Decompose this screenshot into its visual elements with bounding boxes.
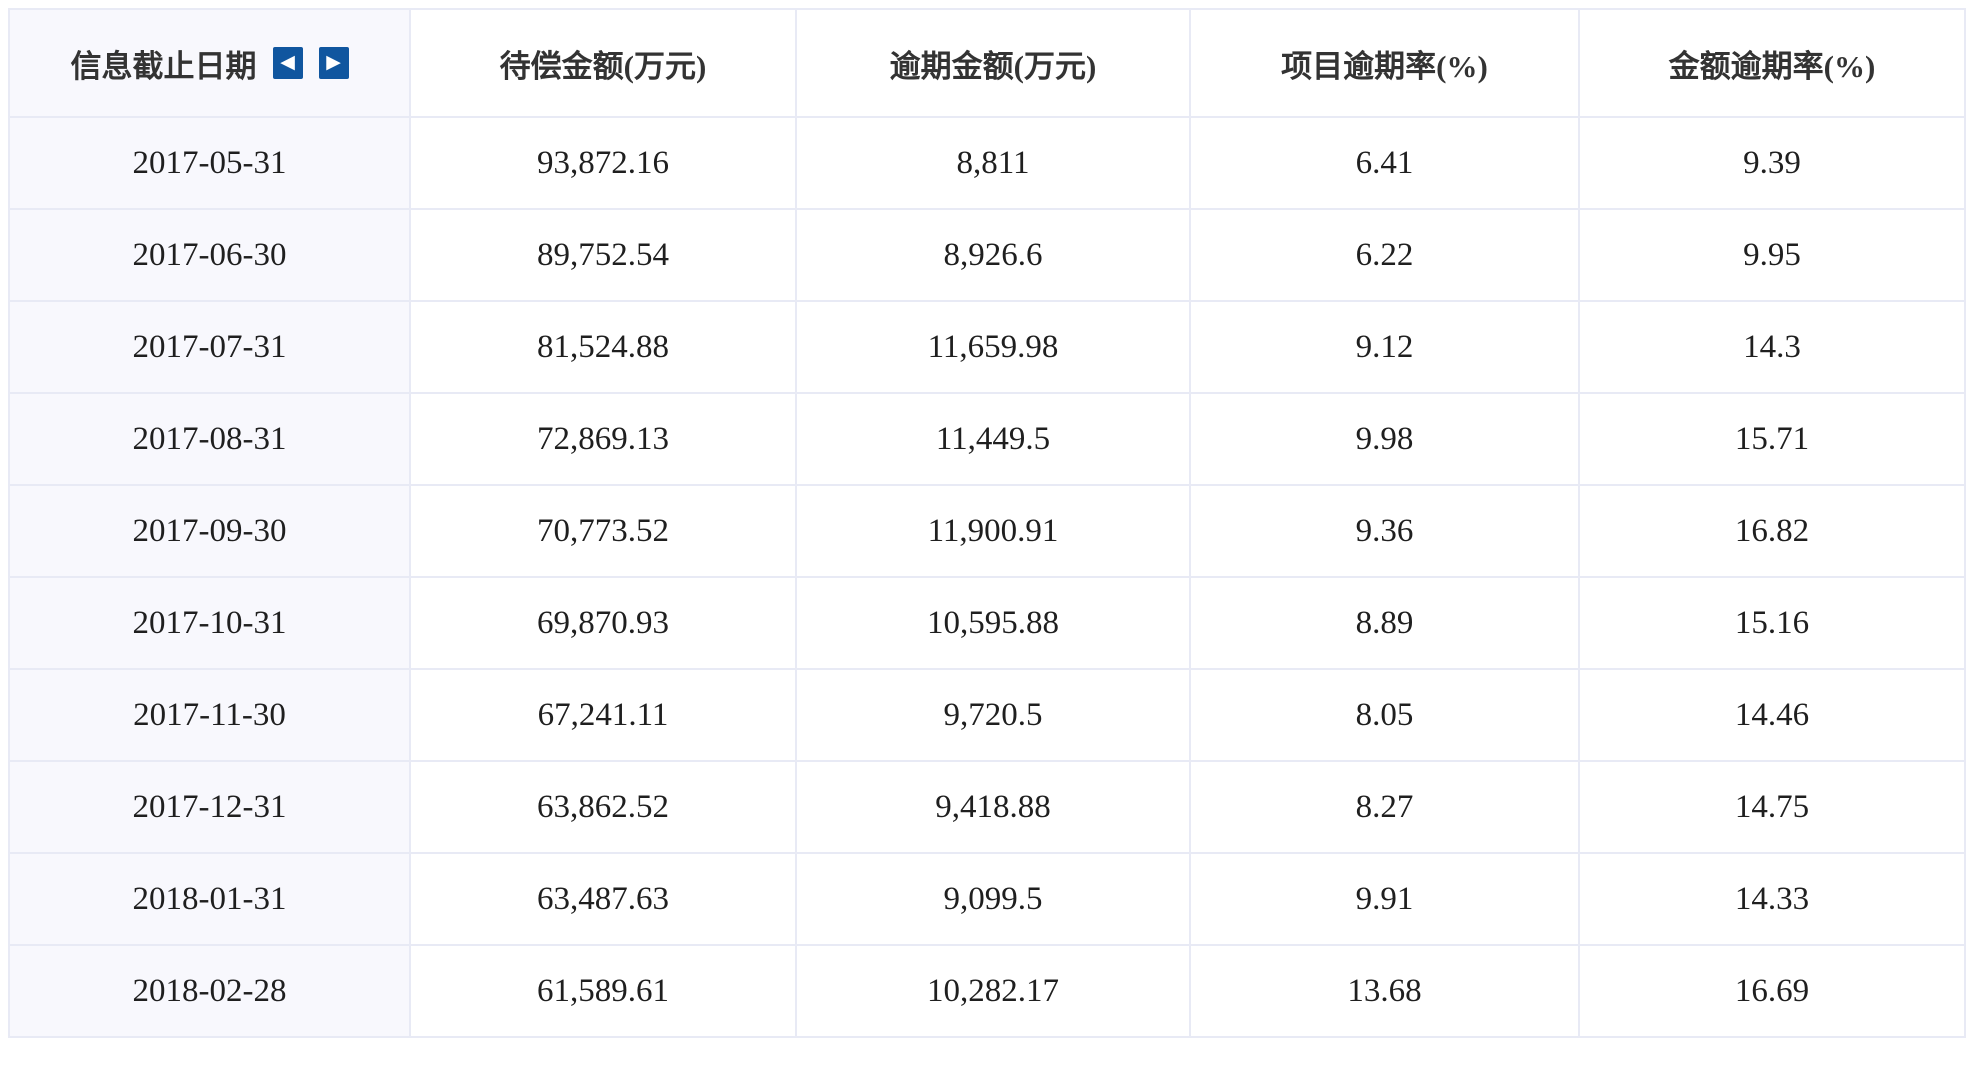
- value-cell: 8.05: [1189, 668, 1580, 762]
- table-row: 2017-09-30 70,773.52 11,900.91 9.36 16.82: [8, 484, 1966, 578]
- value-cell: 9.91: [1189, 852, 1580, 946]
- date-cell: 2017-08-31: [8, 392, 411, 486]
- next-date-button[interactable]: ▶: [318, 47, 349, 79]
- prev-date-button[interactable]: ◀: [272, 47, 303, 79]
- value-cell: 81,524.88: [409, 300, 797, 394]
- value-cell: 8.27: [1189, 760, 1580, 854]
- value-cell: 69,870.93: [409, 576, 797, 670]
- value-cell: 15.16: [1578, 576, 1966, 670]
- value-cell: 8,811: [795, 116, 1191, 210]
- column-header-date: 信息截止日期 ◀ ▶: [8, 8, 411, 118]
- value-cell: 11,659.98: [795, 300, 1191, 394]
- column-header-amount-overdue-rate: 金额逾期率(%): [1578, 8, 1966, 118]
- value-cell: 11,900.91: [795, 484, 1191, 578]
- value-cell: 72,869.13: [409, 392, 797, 486]
- column-header-pending-amount: 待偿金额(万元): [409, 8, 797, 118]
- value-cell: 15.71: [1578, 392, 1966, 486]
- value-cell: 6.22: [1189, 208, 1580, 302]
- value-cell: 9,418.88: [795, 760, 1191, 854]
- value-cell: 93,872.16: [409, 116, 797, 210]
- value-cell: 14.46: [1578, 668, 1966, 762]
- value-cell: 14.75: [1578, 760, 1966, 854]
- table-row: 2017-08-31 72,869.13 11,449.5 9.98 15.71: [8, 392, 1966, 486]
- value-cell: 8,926.6: [795, 208, 1191, 302]
- table-row: 2018-02-28 61,589.61 10,282.17 13.68 16.69: [8, 944, 1966, 1038]
- column-header-overdue-amount: 逾期金额(万元): [795, 8, 1191, 118]
- table-row: 2017-11-30 67,241.11 9,720.5 8.05 14.46: [8, 668, 1966, 762]
- value-cell: 63,487.63: [409, 852, 797, 946]
- value-cell: 6.41: [1189, 116, 1580, 210]
- value-cell: 61,589.61: [409, 944, 797, 1038]
- value-cell: 9,720.5: [795, 668, 1191, 762]
- table-row: 2017-07-31 81,524.88 11,659.98 9.12 14.3: [8, 300, 1966, 394]
- value-cell: 89,752.54: [409, 208, 797, 302]
- table-row: 2017-05-31 93,872.16 8,811 6.41 9.39: [8, 116, 1966, 210]
- value-cell: 13.68: [1189, 944, 1580, 1038]
- value-cell: 9,099.5: [795, 852, 1191, 946]
- value-cell: 16.69: [1578, 944, 1966, 1038]
- date-cell: 2017-11-30: [8, 668, 411, 762]
- right-arrow-icon: ▶: [326, 50, 341, 73]
- date-cell: 2018-02-28: [8, 944, 411, 1038]
- value-cell: 14.33: [1578, 852, 1966, 946]
- table-row: 2017-06-30 89,752.54 8,926.6 6.22 9.95: [8, 208, 1966, 302]
- table-row: 2018-01-31 63,487.63 9,099.5 9.91 14.33: [8, 852, 1966, 946]
- table-body: 2017-05-31 93,872.16 8,811 6.41 9.39 2017-06-…: [8, 116, 1966, 1038]
- value-cell: 10,595.88: [795, 576, 1191, 670]
- value-cell: 70,773.52: [409, 484, 797, 578]
- value-cell: 16.82: [1578, 484, 1966, 578]
- value-cell: 67,241.11: [409, 668, 797, 762]
- value-cell: 9.98: [1189, 392, 1580, 486]
- value-cell: 9.39: [1578, 116, 1966, 210]
- date-cell: 2017-10-31: [8, 576, 411, 670]
- date-cell: 2017-05-31: [8, 116, 411, 210]
- value-cell: 10,282.17: [795, 944, 1191, 1038]
- value-cell: 9.12: [1189, 300, 1580, 394]
- date-cell: 2018-01-31: [8, 852, 411, 946]
- value-cell: 14.3: [1578, 300, 1966, 394]
- header-row: 信息截止日期 ◀ ▶ 待偿金额(万元) 逾期金额(万元) 项目逾期率(%) 金额…: [8, 8, 1966, 118]
- date-cell: 2017-09-30: [8, 484, 411, 578]
- value-cell: 9.36: [1189, 484, 1580, 578]
- value-cell: 63,862.52: [409, 760, 797, 854]
- overdue-data-table: 信息截止日期 ◀ ▶ 待偿金额(万元) 逾期金额(万元) 项目逾期率(%) 金额…: [8, 8, 1966, 1038]
- value-cell: 9.95: [1578, 208, 1966, 302]
- date-cell: 2017-06-30: [8, 208, 411, 302]
- date-cell: 2017-12-31: [8, 760, 411, 854]
- left-arrow-icon: ◀: [280, 50, 295, 73]
- table-row: 2017-12-31 63,862.52 9,418.88 8.27 14.75: [8, 760, 1966, 854]
- value-cell: 11,449.5: [795, 392, 1191, 486]
- table-row: 2017-10-31 69,870.93 10,595.88 8.89 15.16: [8, 576, 1966, 670]
- column-header-project-overdue-rate: 项目逾期率(%): [1189, 8, 1580, 118]
- date-cell: 2017-07-31: [8, 300, 411, 394]
- column-header-date-label: 信息截止日期: [70, 48, 257, 84]
- value-cell: 8.89: [1189, 576, 1580, 670]
